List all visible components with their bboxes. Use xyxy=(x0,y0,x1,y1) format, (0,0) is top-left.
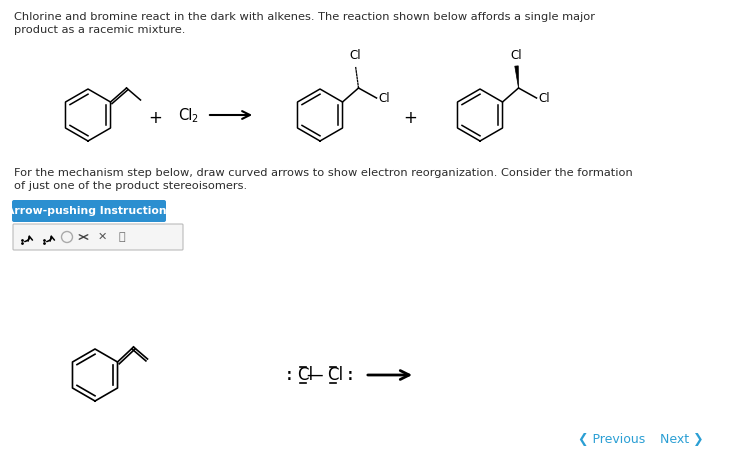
Text: —: — xyxy=(307,366,324,384)
Text: 2: 2 xyxy=(191,114,197,124)
Text: of just one of the product stereoisomers.: of just one of the product stereoisomers… xyxy=(14,181,247,191)
Text: :: : xyxy=(284,366,295,384)
Text: Cl: Cl xyxy=(350,49,362,62)
Text: Cl: Cl xyxy=(297,366,313,384)
Text: product as a racemic mixture.: product as a racemic mixture. xyxy=(14,25,185,35)
Text: ❮ Previous: ❮ Previous xyxy=(578,434,645,447)
Polygon shape xyxy=(515,66,519,88)
Text: +: + xyxy=(403,109,417,127)
Text: :: : xyxy=(345,366,356,384)
Text: For the mechanism step below, draw curved arrows to show electron reorganization: For the mechanism step below, draw curve… xyxy=(14,168,632,178)
Text: 🗑: 🗑 xyxy=(119,232,125,242)
Text: Cl: Cl xyxy=(510,49,522,62)
Text: +: + xyxy=(148,109,162,127)
Text: Next ❯: Next ❯ xyxy=(660,434,704,447)
Text: Cl: Cl xyxy=(379,92,390,104)
FancyBboxPatch shape xyxy=(12,200,166,222)
Text: Cl: Cl xyxy=(178,108,193,122)
Text: Chlorine and bromine react in the dark with alkenes. The reaction shown below af: Chlorine and bromine react in the dark w… xyxy=(14,12,595,22)
Text: Arrow-pushing Instructions: Arrow-pushing Instructions xyxy=(5,206,173,216)
Text: ✕: ✕ xyxy=(97,232,106,242)
Text: Cl: Cl xyxy=(539,92,550,104)
Text: Cl: Cl xyxy=(327,366,343,384)
FancyBboxPatch shape xyxy=(13,224,183,250)
